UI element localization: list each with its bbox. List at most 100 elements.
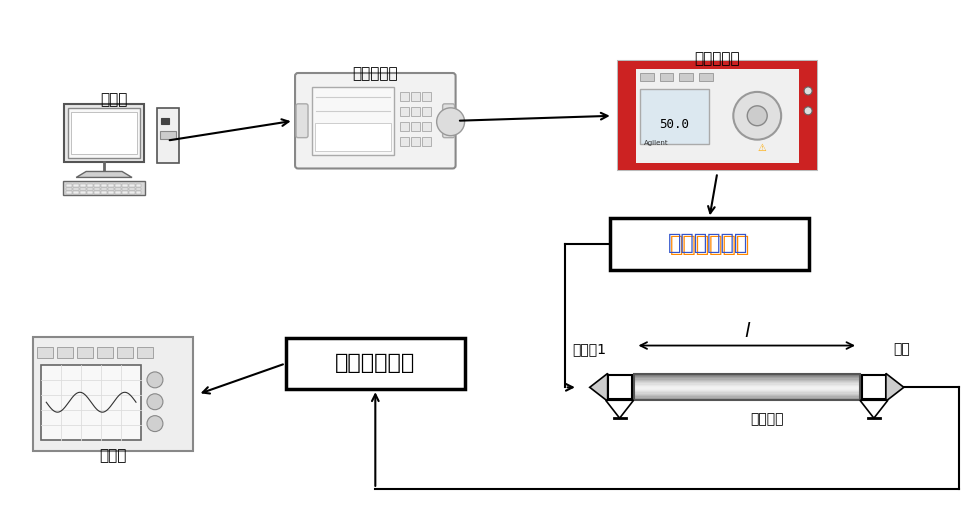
Bar [80,191,86,194]
Circle shape [147,415,163,432]
Text: 信号发生器: 信号发生器 [352,66,398,81]
Bar [115,185,121,187]
Bar [639,73,654,81]
Bar [633,374,860,375]
Bar [633,385,860,386]
Bar [73,188,79,190]
Bar [618,61,635,171]
Bar [422,92,430,101]
Bar [400,107,409,116]
Bar [639,89,710,144]
Bar [400,92,409,101]
Bar [679,73,693,81]
Bar [411,107,420,116]
Bar [633,383,860,385]
Bar [115,188,121,190]
Bar [122,188,128,190]
Bar [136,188,142,190]
Bar [117,347,133,358]
Bar [633,390,860,391]
Bar [633,388,860,390]
Text: Agilent: Agilent [643,140,669,146]
Bar [87,191,93,194]
Bar [115,191,121,194]
Bar [635,163,799,171]
Text: 低通滤波电路: 低通滤波电路 [335,354,416,373]
Bar [633,375,860,377]
FancyBboxPatch shape [296,104,308,138]
Circle shape [147,394,163,410]
Bar [633,374,860,400]
Bar [102,191,106,194]
Bar [98,347,113,358]
Bar [94,185,100,187]
Bar [87,185,93,187]
Bar [94,188,100,190]
Bar [73,191,79,194]
Bar [610,218,809,270]
Bar [608,375,631,399]
Bar [633,398,860,399]
Bar [633,394,860,395]
Bar [160,131,176,139]
Bar [73,185,79,187]
Bar [161,118,169,124]
Text: 石墨电极: 石墨电极 [750,412,784,426]
Bar [633,395,860,396]
Bar [862,375,886,399]
Bar [618,61,817,171]
Text: 换能: 换能 [893,343,911,357]
Bar [700,73,713,81]
Text: 示波器: 示波器 [100,448,127,463]
Text: 上位机: 上位机 [101,92,128,107]
Polygon shape [860,400,888,418]
Circle shape [804,87,812,95]
Circle shape [147,372,163,388]
Bar [422,122,430,131]
Text: 换能器1: 换能器1 [573,343,607,357]
Bar [633,399,860,400]
Polygon shape [76,172,132,177]
Bar [71,112,137,153]
Bar [87,188,93,190]
Circle shape [436,108,465,136]
Polygon shape [590,373,608,401]
Bar [137,347,153,358]
Bar [80,185,86,187]
FancyBboxPatch shape [295,73,456,168]
Bar [68,108,140,158]
Text: ⚠: ⚠ [757,142,766,152]
Bar [660,73,673,81]
Bar [633,382,860,383]
Bar [80,188,86,190]
Bar [33,337,193,451]
Polygon shape [606,400,633,418]
Bar [41,365,141,439]
Bar [108,185,113,187]
Bar [411,137,420,146]
FancyBboxPatch shape [443,104,455,138]
Circle shape [804,107,812,115]
Bar [129,185,135,187]
Bar [400,137,409,146]
Bar [411,92,420,101]
Bar [633,387,860,388]
Bar [422,107,430,116]
Bar [94,191,100,194]
Polygon shape [886,373,904,401]
Bar [129,191,135,194]
Bar [136,185,142,187]
Bar [122,185,128,187]
Bar [136,191,142,194]
Bar [799,61,817,171]
Bar [411,122,420,131]
Bar [63,181,145,196]
Circle shape [748,106,767,126]
Bar [633,391,860,393]
Bar [633,396,860,398]
Bar [108,188,113,190]
Bar [633,378,860,380]
Bar [633,393,860,394]
Text: 阻抗匹配电路: 阻抗匹配电路 [671,235,751,255]
Bar [102,188,106,190]
